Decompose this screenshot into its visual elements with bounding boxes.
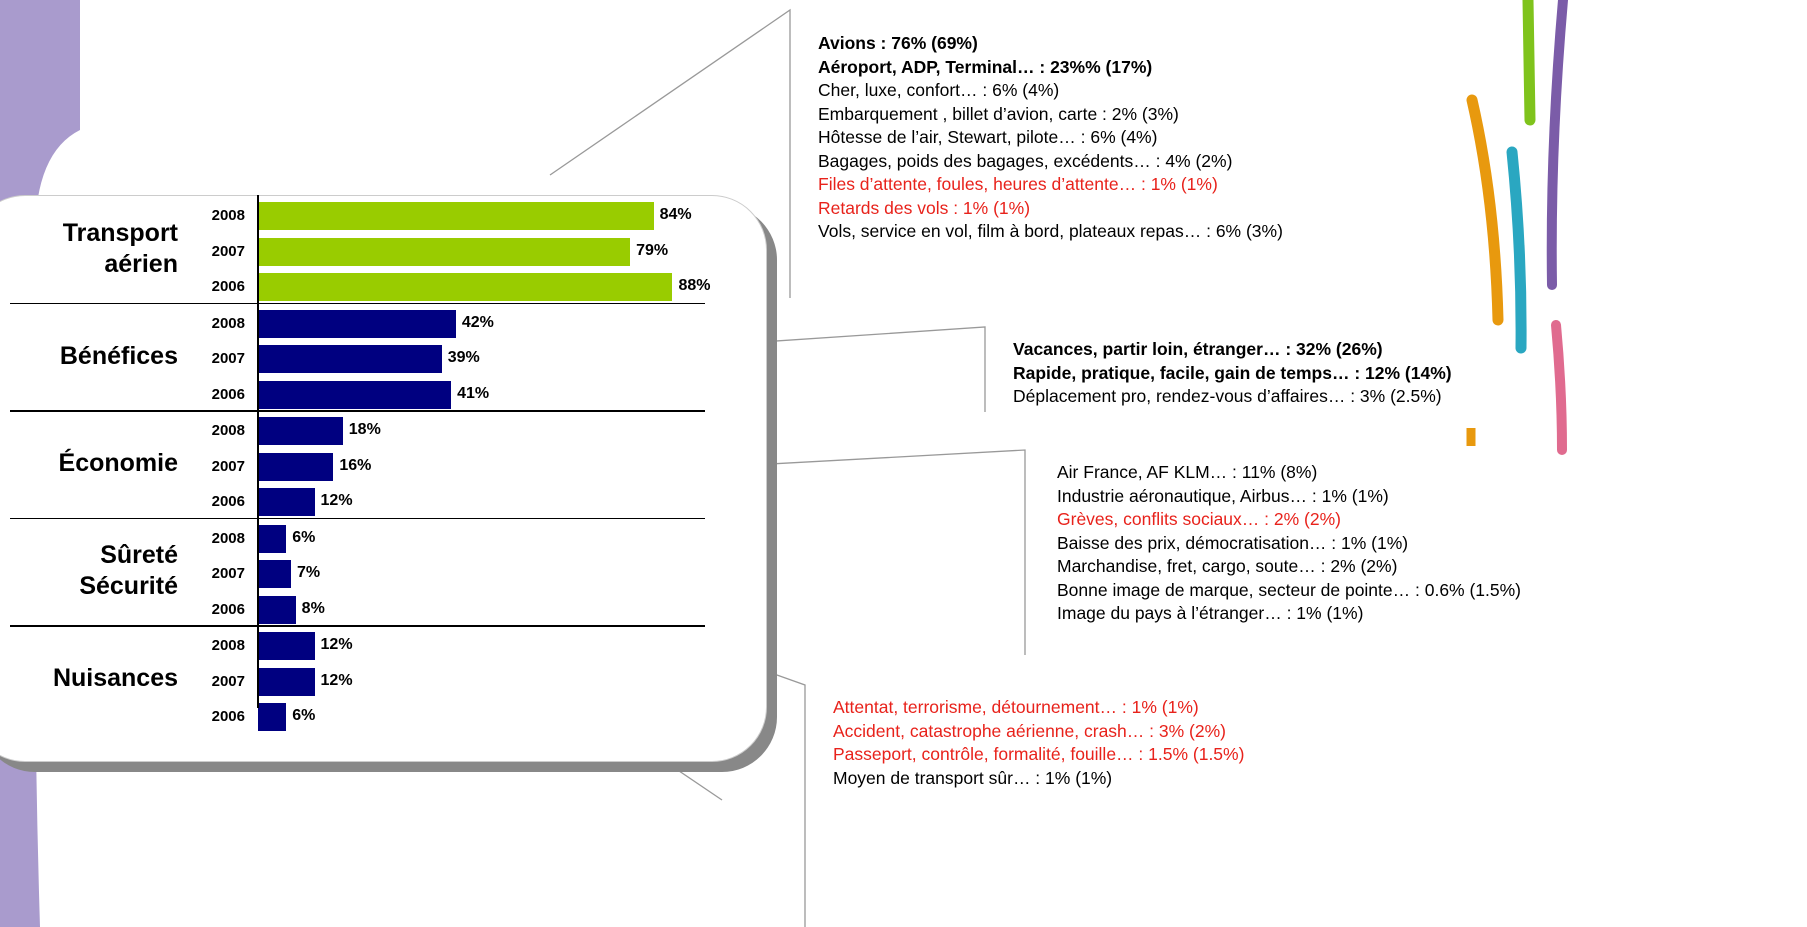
year-label: 2008 xyxy=(211,529,245,547)
year-label: 2007 xyxy=(211,672,245,690)
annotation-line: Marchandise, fret, cargo, soute… : 2% (2… xyxy=(1057,556,1398,576)
annotation-line: Baisse des prix, démocratisation… : 1% (… xyxy=(1057,532,1409,553)
year-label: 2006 xyxy=(211,493,245,510)
stroke xyxy=(1551,320,1567,455)
group-label: Nuisances xyxy=(52,664,178,693)
annotation-line: Grèves, conflits sociaux… : 2% (2%) xyxy=(1057,509,1341,529)
annotation-line: Hôtesse de l’air, Stewart, pilote… : 6% … xyxy=(818,127,1158,147)
value-label: 6% xyxy=(292,528,316,546)
value-label: 12% xyxy=(320,671,353,689)
annotation-line: Retards des vols : 1% (1%) xyxy=(818,197,1031,218)
bar xyxy=(258,345,442,373)
stroke xyxy=(1522,0,1536,126)
value-label: 16% xyxy=(339,456,372,474)
bar xyxy=(258,309,456,338)
value-label: 39% xyxy=(447,349,480,366)
year-label: 2008 xyxy=(211,314,245,332)
separator xyxy=(10,625,705,627)
group-label: Sûreté Sécurité xyxy=(79,541,178,601)
year-label: 2006 xyxy=(211,708,245,725)
annotation-line: Avions : 76% (69%) xyxy=(818,33,978,53)
value-label: 79% xyxy=(636,241,669,259)
bar xyxy=(258,560,291,588)
value-label: 41% xyxy=(457,384,490,402)
stroke xyxy=(1466,94,1504,326)
bar xyxy=(258,417,343,445)
stroke xyxy=(1506,146,1527,354)
annotation-line: Cher, luxe, confort… : 6% (4%) xyxy=(818,80,1060,100)
value-label: 84% xyxy=(659,206,692,223)
bar xyxy=(258,524,287,553)
bar xyxy=(258,703,287,731)
annotation-line: Image du pays à l’étranger… : 1% (1%) xyxy=(1057,603,1364,623)
separator xyxy=(10,302,705,304)
separator xyxy=(10,410,705,412)
year-label: 2006 xyxy=(211,278,245,295)
annotation-line: Moyen de transport sûr… : 1% (1%) xyxy=(833,767,1113,788)
connector xyxy=(549,8,791,298)
annotation-line: Vols, service en vol, film à bord, plate… xyxy=(818,221,1283,241)
value-label: 12% xyxy=(320,636,353,653)
value-label: 6% xyxy=(292,707,316,724)
annotation-line: Bonne image de marque, secteur de pointe… xyxy=(1057,579,1522,600)
bar xyxy=(258,380,452,409)
annotation-line: Passeport, contrôle, formalité, fouille…… xyxy=(833,744,1245,764)
annotation-line: Embarquement , billet d’avion, carte : 2… xyxy=(818,103,1179,124)
bar xyxy=(258,273,673,301)
annotation-line: Rapide, pratique, facile, gain de temps…… xyxy=(1013,362,1452,383)
bar xyxy=(258,202,654,230)
annotation-line: Bagages, poids des bagages, excédents… :… xyxy=(818,150,1233,171)
year-label: 2007 xyxy=(211,565,245,582)
value-label: 7% xyxy=(296,564,321,581)
group-label: Transport aérien xyxy=(62,218,178,278)
annotation-line: Déplacement pro, rendez-vous d’affaires…… xyxy=(1013,386,1442,406)
bar xyxy=(258,237,631,266)
value-label: 18% xyxy=(348,421,381,438)
bar xyxy=(258,595,296,624)
group-label: Économie xyxy=(58,449,178,478)
annotation-line: Files d’attente, foules, heures d’attent… xyxy=(818,174,1218,194)
annotation-line: Industrie aéronautique, Airbus… : 1% (1%… xyxy=(1057,485,1389,506)
year-label: 2008 xyxy=(211,422,245,439)
year-label: 2006 xyxy=(211,385,245,403)
year-label: 2007 xyxy=(211,457,245,475)
annotation-line: Vacances, partir loin, étranger… : 32% (… xyxy=(1013,339,1383,359)
annotation-line: Attentat, terrorisme, détournement… : 1%… xyxy=(833,697,1199,717)
year-label: 2007 xyxy=(211,350,245,367)
year-label: 2006 xyxy=(211,600,245,618)
bar xyxy=(258,452,334,481)
bar xyxy=(258,667,315,696)
group-label: Bénéfices xyxy=(59,341,178,370)
bar xyxy=(258,488,315,516)
bar xyxy=(258,632,315,660)
year-label: 2008 xyxy=(211,637,245,654)
annotation-line: Accident, catastrophe aérienne, crash… :… xyxy=(833,720,1226,741)
year-label: 2008 xyxy=(211,207,245,224)
annotation-line: Air France, AF KLM… : 11% (8%) xyxy=(1057,462,1318,482)
value-label: 12% xyxy=(320,492,353,509)
axis-line xyxy=(257,195,259,708)
value-label: 88% xyxy=(678,277,711,294)
annotation-line: Aéroport, ADP, Terminal… : 23%% (17%) xyxy=(818,56,1153,77)
value-label: 42% xyxy=(461,313,494,331)
year-label: 2007 xyxy=(211,242,245,260)
value-label: 8% xyxy=(301,599,325,617)
stroke xyxy=(1546,0,1568,290)
separator xyxy=(10,517,705,519)
